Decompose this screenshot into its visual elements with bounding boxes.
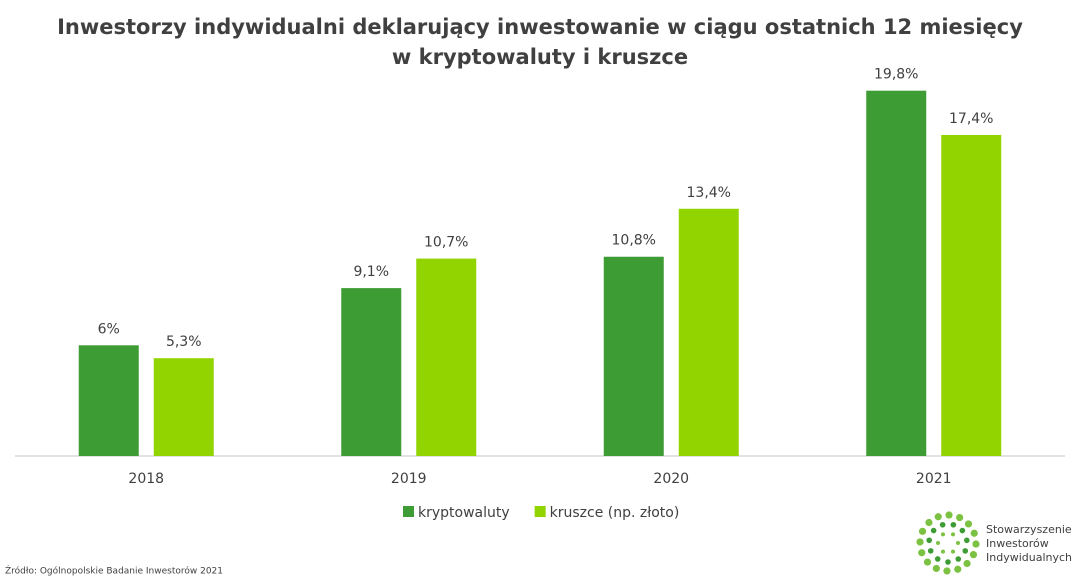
source: Źródło: Ogólnopolskie Badanie Inwestorów… — [5, 565, 223, 577]
logo-dot — [962, 548, 969, 554]
logo: Stowarzyszenie Inwestorów Indywidualnych — [916, 511, 1072, 575]
bar — [153, 358, 214, 456]
logo-dot — [943, 567, 951, 575]
logo-dot — [923, 558, 932, 566]
bar — [941, 134, 1002, 456]
logo-dot — [964, 537, 970, 544]
logo-dot — [951, 549, 955, 554]
logo-text: Stowarzyszenie — [986, 523, 1072, 536]
logo-dot — [969, 551, 978, 559]
logo-dot — [941, 549, 945, 554]
logo-dot — [934, 556, 941, 562]
logo-dot — [916, 538, 924, 546]
logo-dot — [959, 527, 966, 534]
bar — [341, 288, 402, 456]
logo-dot — [956, 513, 964, 522]
logo-text: Indywidualnych — [986, 551, 1072, 564]
bar — [416, 258, 477, 456]
value-label: 13,4% — [687, 185, 731, 201]
logo-dot — [927, 548, 934, 554]
logo-dot — [945, 511, 953, 519]
logo-dot — [972, 540, 980, 548]
bar — [866, 90, 927, 456]
logo-dot — [918, 549, 926, 557]
logo-dot — [934, 513, 942, 521]
logo-dot — [941, 532, 945, 537]
logo-dot — [939, 521, 946, 528]
value-label: 9,1% — [353, 264, 389, 280]
bar — [678, 208, 739, 456]
logo-dot — [918, 527, 927, 535]
x-tick-label: 2019 — [391, 471, 427, 487]
x-tick-label: 2020 — [653, 471, 689, 487]
x-tick-label: 2021 — [916, 471, 952, 487]
logo-dot — [945, 559, 951, 565]
x-tick-label: 2018 — [128, 471, 164, 487]
value-label: 6% — [98, 321, 120, 337]
logo-dot — [963, 559, 971, 568]
logo-dot — [936, 541, 940, 545]
value-label: 10,7% — [424, 235, 468, 251]
chart-title: Inwestorzy indywidualni deklarujący inwe… — [57, 15, 1023, 39]
logo-dot — [954, 565, 962, 573]
logo-dot — [951, 532, 955, 537]
bar — [78, 345, 139, 456]
legend-swatch — [534, 506, 546, 517]
logo-dot — [964, 520, 973, 528]
legend-swatch — [403, 506, 414, 517]
logo-dot — [932, 564, 940, 573]
logo-dot — [925, 518, 933, 527]
value-label: 5,3% — [166, 334, 202, 350]
chart-title: w kryptowaluty i kruszce — [392, 45, 688, 69]
value-label: 10,8% — [612, 233, 656, 249]
logo-dot — [970, 529, 978, 537]
legend-label: kruszce (np. złoto) — [550, 505, 680, 521]
value-label: 17,4% — [949, 111, 993, 127]
logo-dot — [950, 521, 957, 528]
logo-dot — [926, 537, 932, 544]
logo-dot — [930, 527, 937, 534]
legend-label: kryptowaluty — [418, 505, 510, 521]
logo-dot — [955, 556, 962, 562]
logo-dot — [956, 541, 960, 545]
bar — [603, 256, 664, 456]
value-label: 19,8% — [874, 67, 918, 83]
logo-text: Inwestorów — [986, 537, 1049, 550]
